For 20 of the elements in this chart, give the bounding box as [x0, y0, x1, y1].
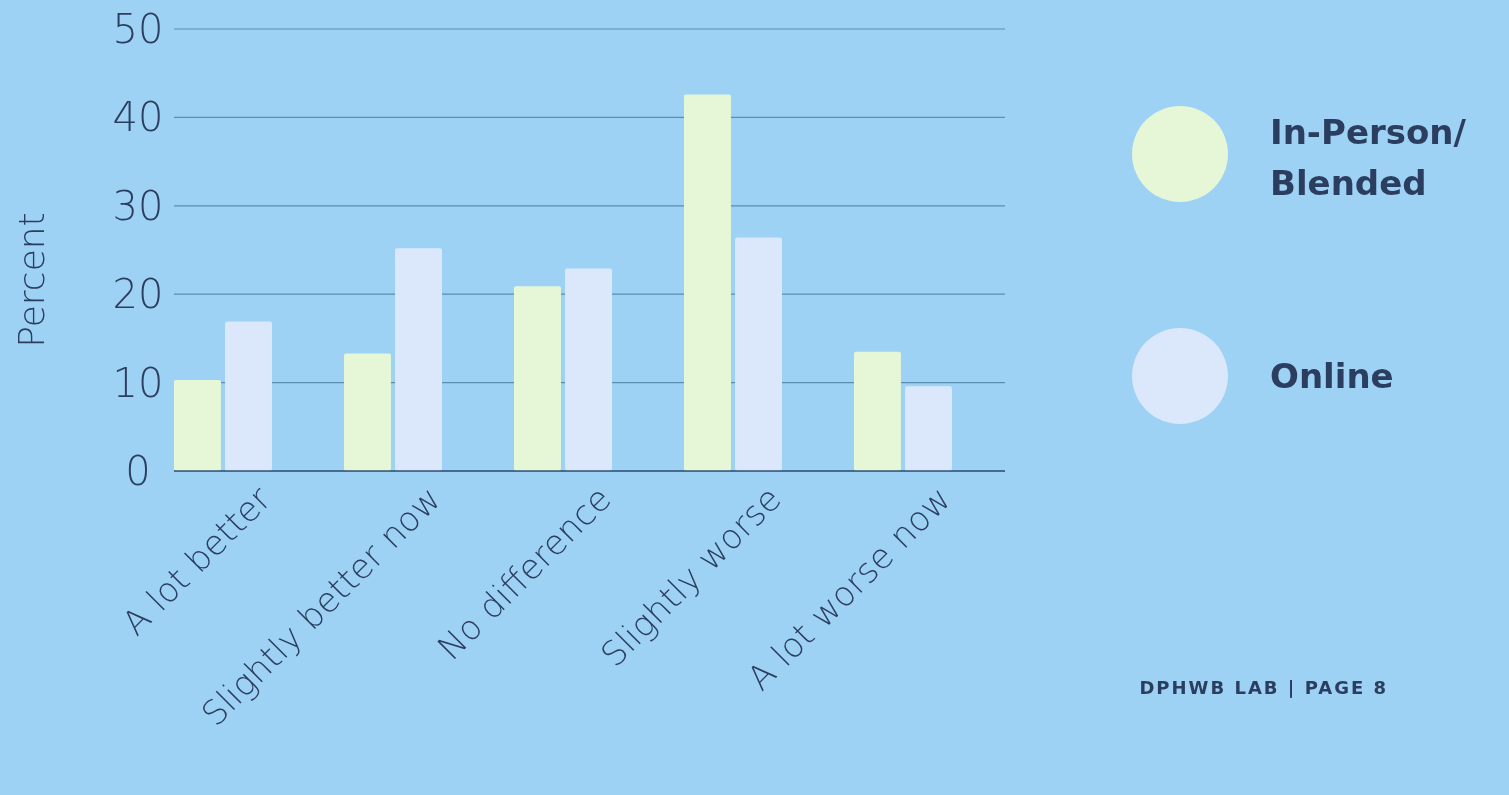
bar	[344, 353, 391, 471]
y-axis-title: Percent	[11, 212, 52, 348]
text: DPHWB LAB | PAGE 8	[1139, 677, 1388, 699]
bar	[854, 351, 901, 471]
y-tick-label: 10	[112, 359, 164, 406]
text: Online	[1270, 355, 1394, 396]
y-tick-label: 20	[112, 271, 164, 318]
bar	[735, 237, 782, 471]
y-tick-label: 0	[125, 448, 151, 494]
bar	[905, 386, 952, 471]
bar	[684, 94, 731, 471]
y-tick-label: 30	[112, 182, 164, 229]
bar	[514, 286, 561, 471]
text: In-Person/ Blended	[1270, 111, 1467, 203]
y-tick-label: 40	[112, 94, 164, 141]
bar	[174, 379, 221, 471]
y-tick-label: 50	[112, 6, 164, 52]
bar	[395, 248, 442, 471]
bar	[225, 321, 272, 471]
bar	[565, 268, 612, 471]
